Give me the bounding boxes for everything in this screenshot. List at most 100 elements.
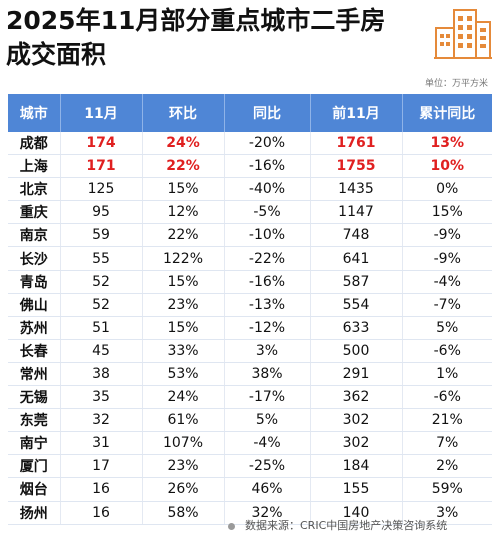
table-cell: 554 (309, 293, 402, 317)
city-cell: 重庆 (8, 200, 60, 225)
table-cell: -6% (401, 385, 492, 410)
table-cell: -10% (223, 223, 310, 248)
city-cell: 北京 (8, 177, 60, 202)
table-row: 重庆 95 12% -5% 1147 15% (8, 200, 492, 225)
title-line-2: 成交面积 (6, 40, 107, 69)
table-cell: 32% (223, 501, 310, 525)
city-cell: 无锡 (8, 385, 60, 410)
table-cell: 1147 (309, 200, 402, 225)
table-row: 无锡 35 24% -17% 362 -6% (8, 385, 492, 410)
buildings-icon (434, 9, 492, 59)
table-cell: -16% (223, 154, 310, 179)
table-row: 佛山 52 23% -13% 554 -7% (8, 293, 492, 317)
table-cell: 7% (401, 431, 492, 456)
table-cell: 16 (59, 501, 142, 525)
table-cell: 52 (59, 270, 142, 294)
table-cell: 21% (401, 408, 492, 433)
table-row: 厦门 17 23% -25% 184 2% (8, 454, 492, 479)
table-cell: 51 (59, 316, 142, 340)
table-cell: 633 (309, 316, 402, 340)
city-cell: 苏州 (8, 316, 60, 340)
table-cell: -25% (223, 454, 310, 479)
table-cell: 3% (401, 501, 492, 525)
table-cell: -22% (223, 246, 310, 271)
table-cell: 61% (141, 408, 224, 433)
table-cell: 184 (309, 454, 402, 479)
table-cell: 22% (141, 223, 224, 248)
table-cell: -9% (401, 223, 492, 248)
table-cell: 302 (309, 408, 402, 433)
table-cell: 500 (309, 339, 402, 363)
table-row: 上海 171 22% -16% 1755 10% (8, 154, 492, 179)
table-cell: 587 (309, 270, 402, 294)
table-cell: 3% (223, 339, 310, 363)
source-text: 数据来源：CRIC中国房地产决策咨询系统 (245, 519, 448, 532)
table-row: 南宁 31 107% -4% 302 7% (8, 431, 492, 456)
table-body: 成都 174 24% -20% 1761 13% 上海 171 22% -16% 1755 10% 北京… (8, 132, 492, 525)
table-row: 成都 174 24% -20% 1761 13% (8, 132, 492, 156)
table-cell: 1755 (309, 154, 402, 179)
table-cell: -4% (223, 431, 310, 456)
table-cell: 45 (59, 339, 142, 363)
table-row: 东莞 32 61% 5% 302 21% (8, 408, 492, 433)
table-cell: 15% (141, 316, 224, 340)
data-table-container: 城市 11月 环比 同比 前11月 累计同比 成都 174 24% -20% 1761 13% 上海 1… (8, 94, 492, 525)
table-cell: 5% (401, 316, 492, 340)
table-cell: -7% (401, 293, 492, 317)
table-cell: 59% (401, 477, 492, 502)
bullet-dot-icon (228, 522, 235, 530)
table-cell: 32 (59, 408, 142, 433)
table-row: 扬州 16 58% 32% 140 3% (8, 501, 492, 525)
table-cell: 291 (309, 362, 402, 387)
table-cell: 155 (309, 477, 402, 502)
table-cell: -20% (223, 132, 310, 156)
column-header: 累计同比 (401, 94, 492, 132)
column-header: 环比 (141, 94, 224, 132)
table-cell: 26% (141, 477, 224, 502)
table-row: 常州 38 53% 38% 291 1% (8, 362, 492, 387)
table-cell: 58% (141, 501, 224, 525)
table-cell: 22% (141, 154, 224, 179)
table-cell: -6% (401, 339, 492, 363)
unit-label: 单位：万平方米 (424, 79, 488, 89)
city-cell: 常州 (8, 362, 60, 387)
table-cell: 15% (401, 200, 492, 225)
source-note: 数据来源：CRIC中国房地产决策咨询系统 (228, 517, 447, 533)
table-row: 北京 125 15% -40% 1435 0% (8, 177, 492, 202)
table-cell: 5% (223, 408, 310, 433)
city-cell: 厦门 (8, 454, 60, 479)
city-cell: 烟台 (8, 477, 60, 502)
table-cell: 1435 (309, 177, 402, 202)
table-cell: 122% (141, 246, 224, 271)
table-cell: 16 (59, 477, 142, 502)
table-cell: 52 (59, 293, 142, 317)
table-cell: 174 (59, 132, 142, 156)
table-cell: 35 (59, 385, 142, 410)
table-cell: -16% (223, 270, 310, 294)
city-cell: 长沙 (8, 246, 60, 271)
table-cell: 55 (59, 246, 142, 271)
table-cell: 302 (309, 431, 402, 456)
table-row: 南京 59 22% -10% 748 -9% (8, 223, 492, 248)
table-cell: 17 (59, 454, 142, 479)
column-header: 11月 (59, 94, 142, 132)
city-cell: 上海 (8, 154, 60, 179)
table-cell: 107% (141, 431, 224, 456)
table-cell: 13% (401, 132, 492, 156)
table-cell: 23% (141, 293, 224, 317)
table-header: 城市 11月 环比 同比 前11月 累计同比 (8, 94, 492, 132)
table-cell: 23% (141, 454, 224, 479)
table-cell: 140 (309, 501, 402, 525)
column-header: 城市 (8, 94, 60, 132)
column-header: 同比 (223, 94, 310, 132)
header-row: 城市 11月 环比 同比 前11月 累计同比 (8, 94, 492, 132)
table-cell: 171 (59, 154, 142, 179)
table-cell: -40% (223, 177, 310, 202)
table-row: 长沙 55 122% -22% 641 -9% (8, 246, 492, 271)
table-cell: 38 (59, 362, 142, 387)
table-cell: 362 (309, 385, 402, 410)
table-cell: 95 (59, 200, 142, 225)
table-cell: -5% (223, 200, 310, 225)
table-cell: 10% (401, 154, 492, 179)
table-row: 苏州 51 15% -12% 633 5% (8, 316, 492, 340)
